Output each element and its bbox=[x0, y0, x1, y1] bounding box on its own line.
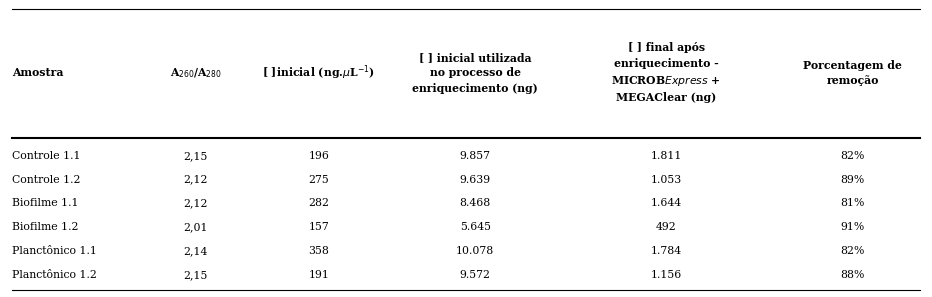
Text: 358: 358 bbox=[308, 246, 329, 256]
Text: Porcentagem de
remoção: Porcentagem de remoção bbox=[803, 59, 902, 86]
Text: 81%: 81% bbox=[841, 198, 865, 208]
Text: 2,14: 2,14 bbox=[184, 246, 208, 256]
Text: 191: 191 bbox=[308, 270, 329, 280]
Text: Biofilme 1.1: Biofilme 1.1 bbox=[12, 198, 78, 208]
Text: 89%: 89% bbox=[841, 175, 865, 185]
Text: 1.053: 1.053 bbox=[651, 175, 682, 185]
Text: 157: 157 bbox=[308, 222, 329, 232]
Text: Controle 1.1: Controle 1.1 bbox=[12, 151, 80, 161]
Text: 1.784: 1.784 bbox=[651, 246, 682, 256]
Text: 8.468: 8.468 bbox=[459, 198, 491, 208]
Text: 2,12: 2,12 bbox=[184, 175, 208, 185]
Text: 9.572: 9.572 bbox=[459, 270, 491, 280]
Text: Planctônico 1.1: Planctônico 1.1 bbox=[12, 246, 97, 256]
Text: [ ]inicial (ng.$\mu$L$^{-1}$): [ ]inicial (ng.$\mu$L$^{-1}$) bbox=[263, 64, 375, 82]
Text: 1.156: 1.156 bbox=[651, 270, 682, 280]
Text: A$_{260}$/A$_{280}$: A$_{260}$/A$_{280}$ bbox=[170, 66, 222, 80]
Text: 9.639: 9.639 bbox=[459, 175, 491, 185]
Text: 10.078: 10.078 bbox=[456, 246, 495, 256]
Text: [ ] inicial utilizada
no processo de
enriquecimento (ng): [ ] inicial utilizada no processo de enr… bbox=[413, 52, 538, 94]
Text: 2,15: 2,15 bbox=[184, 151, 208, 161]
Text: 2,01: 2,01 bbox=[184, 222, 208, 232]
Text: 82%: 82% bbox=[841, 151, 865, 161]
Text: 1.811: 1.811 bbox=[651, 151, 682, 161]
Text: 91%: 91% bbox=[841, 222, 865, 232]
Text: 282: 282 bbox=[308, 198, 329, 208]
Text: 1.644: 1.644 bbox=[651, 198, 682, 208]
Text: 2,15: 2,15 bbox=[184, 270, 208, 280]
Text: [ ] final após
enriquecimento -
MICROB$\it{Express}$ +
MEGAClear (ng): [ ] final após enriquecimento - MICROB$\… bbox=[611, 42, 721, 103]
Text: Amostra: Amostra bbox=[12, 67, 63, 78]
Text: 2,12: 2,12 bbox=[184, 198, 208, 208]
Text: 275: 275 bbox=[308, 175, 329, 185]
Text: 492: 492 bbox=[656, 222, 677, 232]
Text: 5.645: 5.645 bbox=[459, 222, 491, 232]
Text: 196: 196 bbox=[308, 151, 329, 161]
Text: Biofilme 1.2: Biofilme 1.2 bbox=[12, 222, 78, 232]
Text: 88%: 88% bbox=[841, 270, 865, 280]
Text: Controle 1.2: Controle 1.2 bbox=[12, 175, 80, 185]
Text: 9.857: 9.857 bbox=[459, 151, 491, 161]
Text: 82%: 82% bbox=[841, 246, 865, 256]
Text: Planctônico 1.2: Planctônico 1.2 bbox=[12, 270, 97, 280]
